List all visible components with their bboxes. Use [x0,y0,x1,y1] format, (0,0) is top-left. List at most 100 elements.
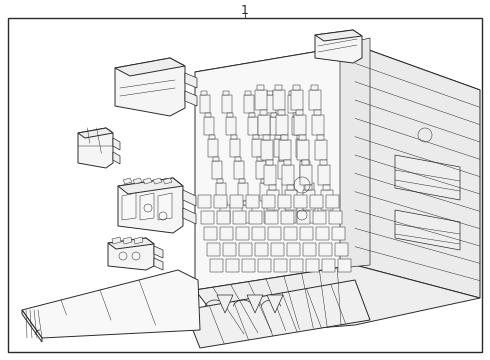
Polygon shape [234,161,244,179]
Polygon shape [300,161,310,179]
Polygon shape [201,211,214,224]
Polygon shape [297,140,309,160]
Polygon shape [318,165,330,185]
Polygon shape [297,211,310,224]
Polygon shape [314,110,321,115]
Polygon shape [275,85,282,90]
Polygon shape [242,205,252,223]
Polygon shape [299,135,306,140]
Polygon shape [296,110,303,115]
Polygon shape [217,179,223,183]
Polygon shape [319,243,332,256]
Polygon shape [293,85,300,90]
Polygon shape [315,30,362,41]
Polygon shape [258,259,271,272]
Polygon shape [294,115,306,135]
Polygon shape [302,160,309,165]
Polygon shape [267,295,283,313]
Polygon shape [326,195,339,208]
Polygon shape [281,211,294,224]
Polygon shape [321,190,333,210]
Polygon shape [304,183,314,201]
Polygon shape [275,135,281,139]
Polygon shape [230,195,243,208]
Polygon shape [223,91,229,95]
Polygon shape [214,195,227,208]
Polygon shape [113,152,120,164]
Polygon shape [306,259,319,272]
Polygon shape [271,113,277,117]
Polygon shape [258,115,270,135]
Polygon shape [235,157,241,161]
Polygon shape [291,90,303,110]
Polygon shape [236,227,249,240]
Polygon shape [217,211,230,224]
Polygon shape [256,161,266,179]
Polygon shape [217,295,233,313]
Polygon shape [309,201,315,205]
Polygon shape [316,227,329,240]
Polygon shape [226,117,236,135]
Polygon shape [266,95,276,113]
Polygon shape [115,58,185,76]
Polygon shape [264,165,276,185]
Polygon shape [248,117,258,135]
Polygon shape [123,237,132,244]
Polygon shape [153,178,162,184]
Polygon shape [249,211,262,224]
Polygon shape [283,179,289,183]
Polygon shape [264,205,274,223]
Polygon shape [288,95,298,113]
Polygon shape [231,135,237,139]
Polygon shape [274,259,287,272]
Polygon shape [245,91,251,95]
Polygon shape [276,115,288,135]
Polygon shape [395,155,460,200]
Polygon shape [113,138,120,150]
Polygon shape [143,178,152,184]
Polygon shape [293,113,299,117]
Polygon shape [222,95,232,113]
Polygon shape [297,135,303,139]
Polygon shape [311,85,318,90]
Polygon shape [257,85,264,90]
Polygon shape [223,243,236,256]
Polygon shape [122,193,136,220]
Polygon shape [244,95,254,113]
Polygon shape [22,310,42,342]
Polygon shape [115,58,185,116]
Polygon shape [154,246,163,258]
Polygon shape [118,178,183,233]
Polygon shape [213,157,219,161]
Polygon shape [221,201,227,205]
Polygon shape [243,201,249,205]
Polygon shape [195,265,480,335]
Polygon shape [253,135,259,139]
Polygon shape [201,91,207,95]
Polygon shape [303,190,315,210]
Polygon shape [285,190,297,210]
Polygon shape [185,280,370,348]
Polygon shape [154,258,163,270]
Polygon shape [200,95,210,113]
Polygon shape [329,211,342,224]
Polygon shape [238,183,248,201]
Polygon shape [252,227,265,240]
Polygon shape [210,259,223,272]
Polygon shape [239,243,252,256]
Polygon shape [123,178,132,184]
Polygon shape [226,259,239,272]
Polygon shape [255,243,268,256]
Polygon shape [308,205,318,223]
Polygon shape [185,91,197,106]
Polygon shape [287,201,293,205]
Polygon shape [207,243,220,256]
Polygon shape [267,190,279,210]
Polygon shape [118,178,183,194]
Polygon shape [265,201,271,205]
Polygon shape [279,157,285,161]
Polygon shape [263,135,270,140]
Polygon shape [289,91,295,95]
Polygon shape [282,165,294,185]
Polygon shape [271,243,284,256]
